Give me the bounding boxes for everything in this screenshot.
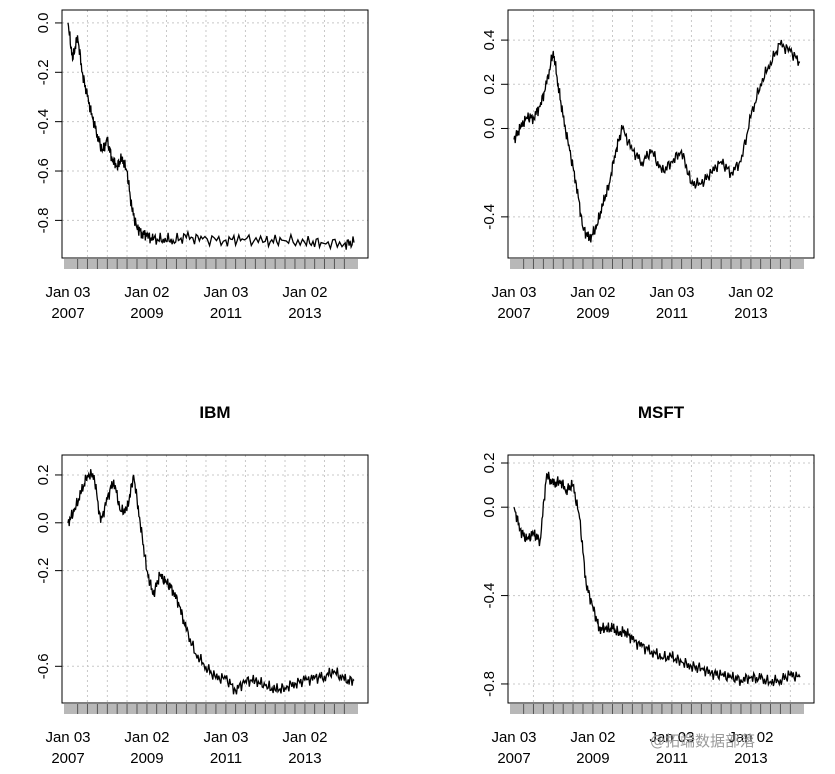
x-tick-label: Jan 03 bbox=[649, 729, 694, 746]
y-tick-label: -0.4 bbox=[481, 204, 498, 230]
y-tick-label: -0.4 bbox=[35, 109, 52, 135]
chart-panel-2: Jan 03 2007 Jan 02 2009 Jan 03 2011 Jan 02 2013… bbox=[481, 9, 815, 322]
series-line bbox=[67, 469, 355, 695]
x-tick-label-year: 2013 bbox=[734, 305, 767, 322]
x-tick-label-year: 2007 bbox=[497, 750, 530, 767]
y-tick-label: -0.8 bbox=[481, 671, 498, 697]
x-tick-label-year: 2009 bbox=[576, 305, 609, 322]
x-tick-label-year: 2007 bbox=[51, 750, 84, 767]
x-tick-label: Jan 02 bbox=[282, 284, 327, 301]
x-tick-label-year: 2009 bbox=[130, 750, 163, 767]
y-tick-label: 0.2 bbox=[481, 453, 498, 474]
y-tick-label: -0.6 bbox=[35, 653, 52, 679]
plot-frame bbox=[61, 9, 369, 259]
y-tick-label: -0.8 bbox=[35, 207, 52, 233]
y-tick-label: -0.2 bbox=[35, 558, 52, 584]
x-axis-band bbox=[510, 704, 804, 714]
chart-title: MSFT bbox=[638, 403, 685, 422]
x-tick-label: Jan 02 bbox=[728, 284, 773, 301]
x-tick-label: Jan 03 bbox=[203, 729, 248, 746]
plot-frame bbox=[507, 9, 815, 259]
x-tick-label: Jan 03 bbox=[491, 284, 536, 301]
y-tick-label: -0.4 bbox=[481, 583, 498, 609]
x-tick-label-year: 2011 bbox=[656, 750, 688, 767]
y-tick-label: 0.0 bbox=[481, 118, 498, 139]
x-tick-label: Jan 03 bbox=[45, 284, 90, 301]
x-tick-label-year: 2007 bbox=[497, 305, 530, 322]
series-line bbox=[67, 22, 355, 251]
chart-panel-4: MSFT Jan 03 2007 Jan 02 2009 Jan 03 2011 Jan 02… bbox=[481, 403, 815, 767]
y-tick-label: 0.0 bbox=[481, 497, 498, 518]
y-tick-label: 0.0 bbox=[35, 512, 52, 533]
x-tick-label: Jan 02 bbox=[124, 729, 169, 746]
x-tick-label-year: 2011 bbox=[210, 305, 242, 322]
x-tick-label: Jan 03 bbox=[203, 284, 248, 301]
x-tick-label-year: 2011 bbox=[210, 750, 242, 767]
x-axis-band bbox=[64, 704, 358, 714]
plot-frame bbox=[507, 454, 815, 704]
watermark: @拓端数据部落 bbox=[650, 732, 756, 750]
x-tick-label-year: 2013 bbox=[734, 750, 767, 767]
x-tick-label: Jan 02 bbox=[124, 284, 169, 301]
x-tick-label: Jan 03 bbox=[45, 729, 90, 746]
series-line bbox=[513, 471, 801, 688]
x-tick-label-year: 2009 bbox=[130, 305, 163, 322]
x-axis-band bbox=[64, 259, 358, 269]
x-tick-label: Jan 02 bbox=[282, 729, 327, 746]
x-tick-label-year: 2013 bbox=[288, 305, 321, 322]
chart-panel-1: Jan 03 2007 Jan 02 2009 Jan 03 2011 Jan 02 2013… bbox=[35, 9, 369, 322]
chart-panel-3: IBM Jan 03 2007 Jan 02 2009 Jan 03 2011 Jan 02 2… bbox=[35, 403, 369, 767]
x-tick-label: Jan 03 bbox=[649, 284, 694, 301]
x-axis-band bbox=[510, 259, 804, 269]
y-tick-label: 0.2 bbox=[481, 74, 498, 95]
chart-title: IBM bbox=[199, 403, 230, 422]
x-tick-label-year: 2009 bbox=[576, 750, 609, 767]
y-tick-label: -0.2 bbox=[35, 59, 52, 85]
y-tick-label: 0.4 bbox=[481, 30, 498, 51]
y-tick-label: 0.0 bbox=[35, 13, 52, 34]
x-tick-label: Jan 03 bbox=[491, 729, 536, 746]
x-tick-label: Jan 02 bbox=[570, 284, 615, 301]
x-tick-label: Jan 02 bbox=[728, 729, 773, 746]
x-tick-label-year: 2011 bbox=[656, 305, 688, 322]
series-line bbox=[513, 39, 801, 243]
x-tick-label-year: 2013 bbox=[288, 750, 321, 767]
y-tick-label: 0.2 bbox=[35, 465, 52, 486]
x-tick-label-year: 2007 bbox=[51, 305, 84, 322]
x-tick-label: Jan 02 bbox=[570, 729, 615, 746]
plot-frame bbox=[61, 454, 369, 704]
y-tick-label: -0.6 bbox=[35, 158, 52, 184]
